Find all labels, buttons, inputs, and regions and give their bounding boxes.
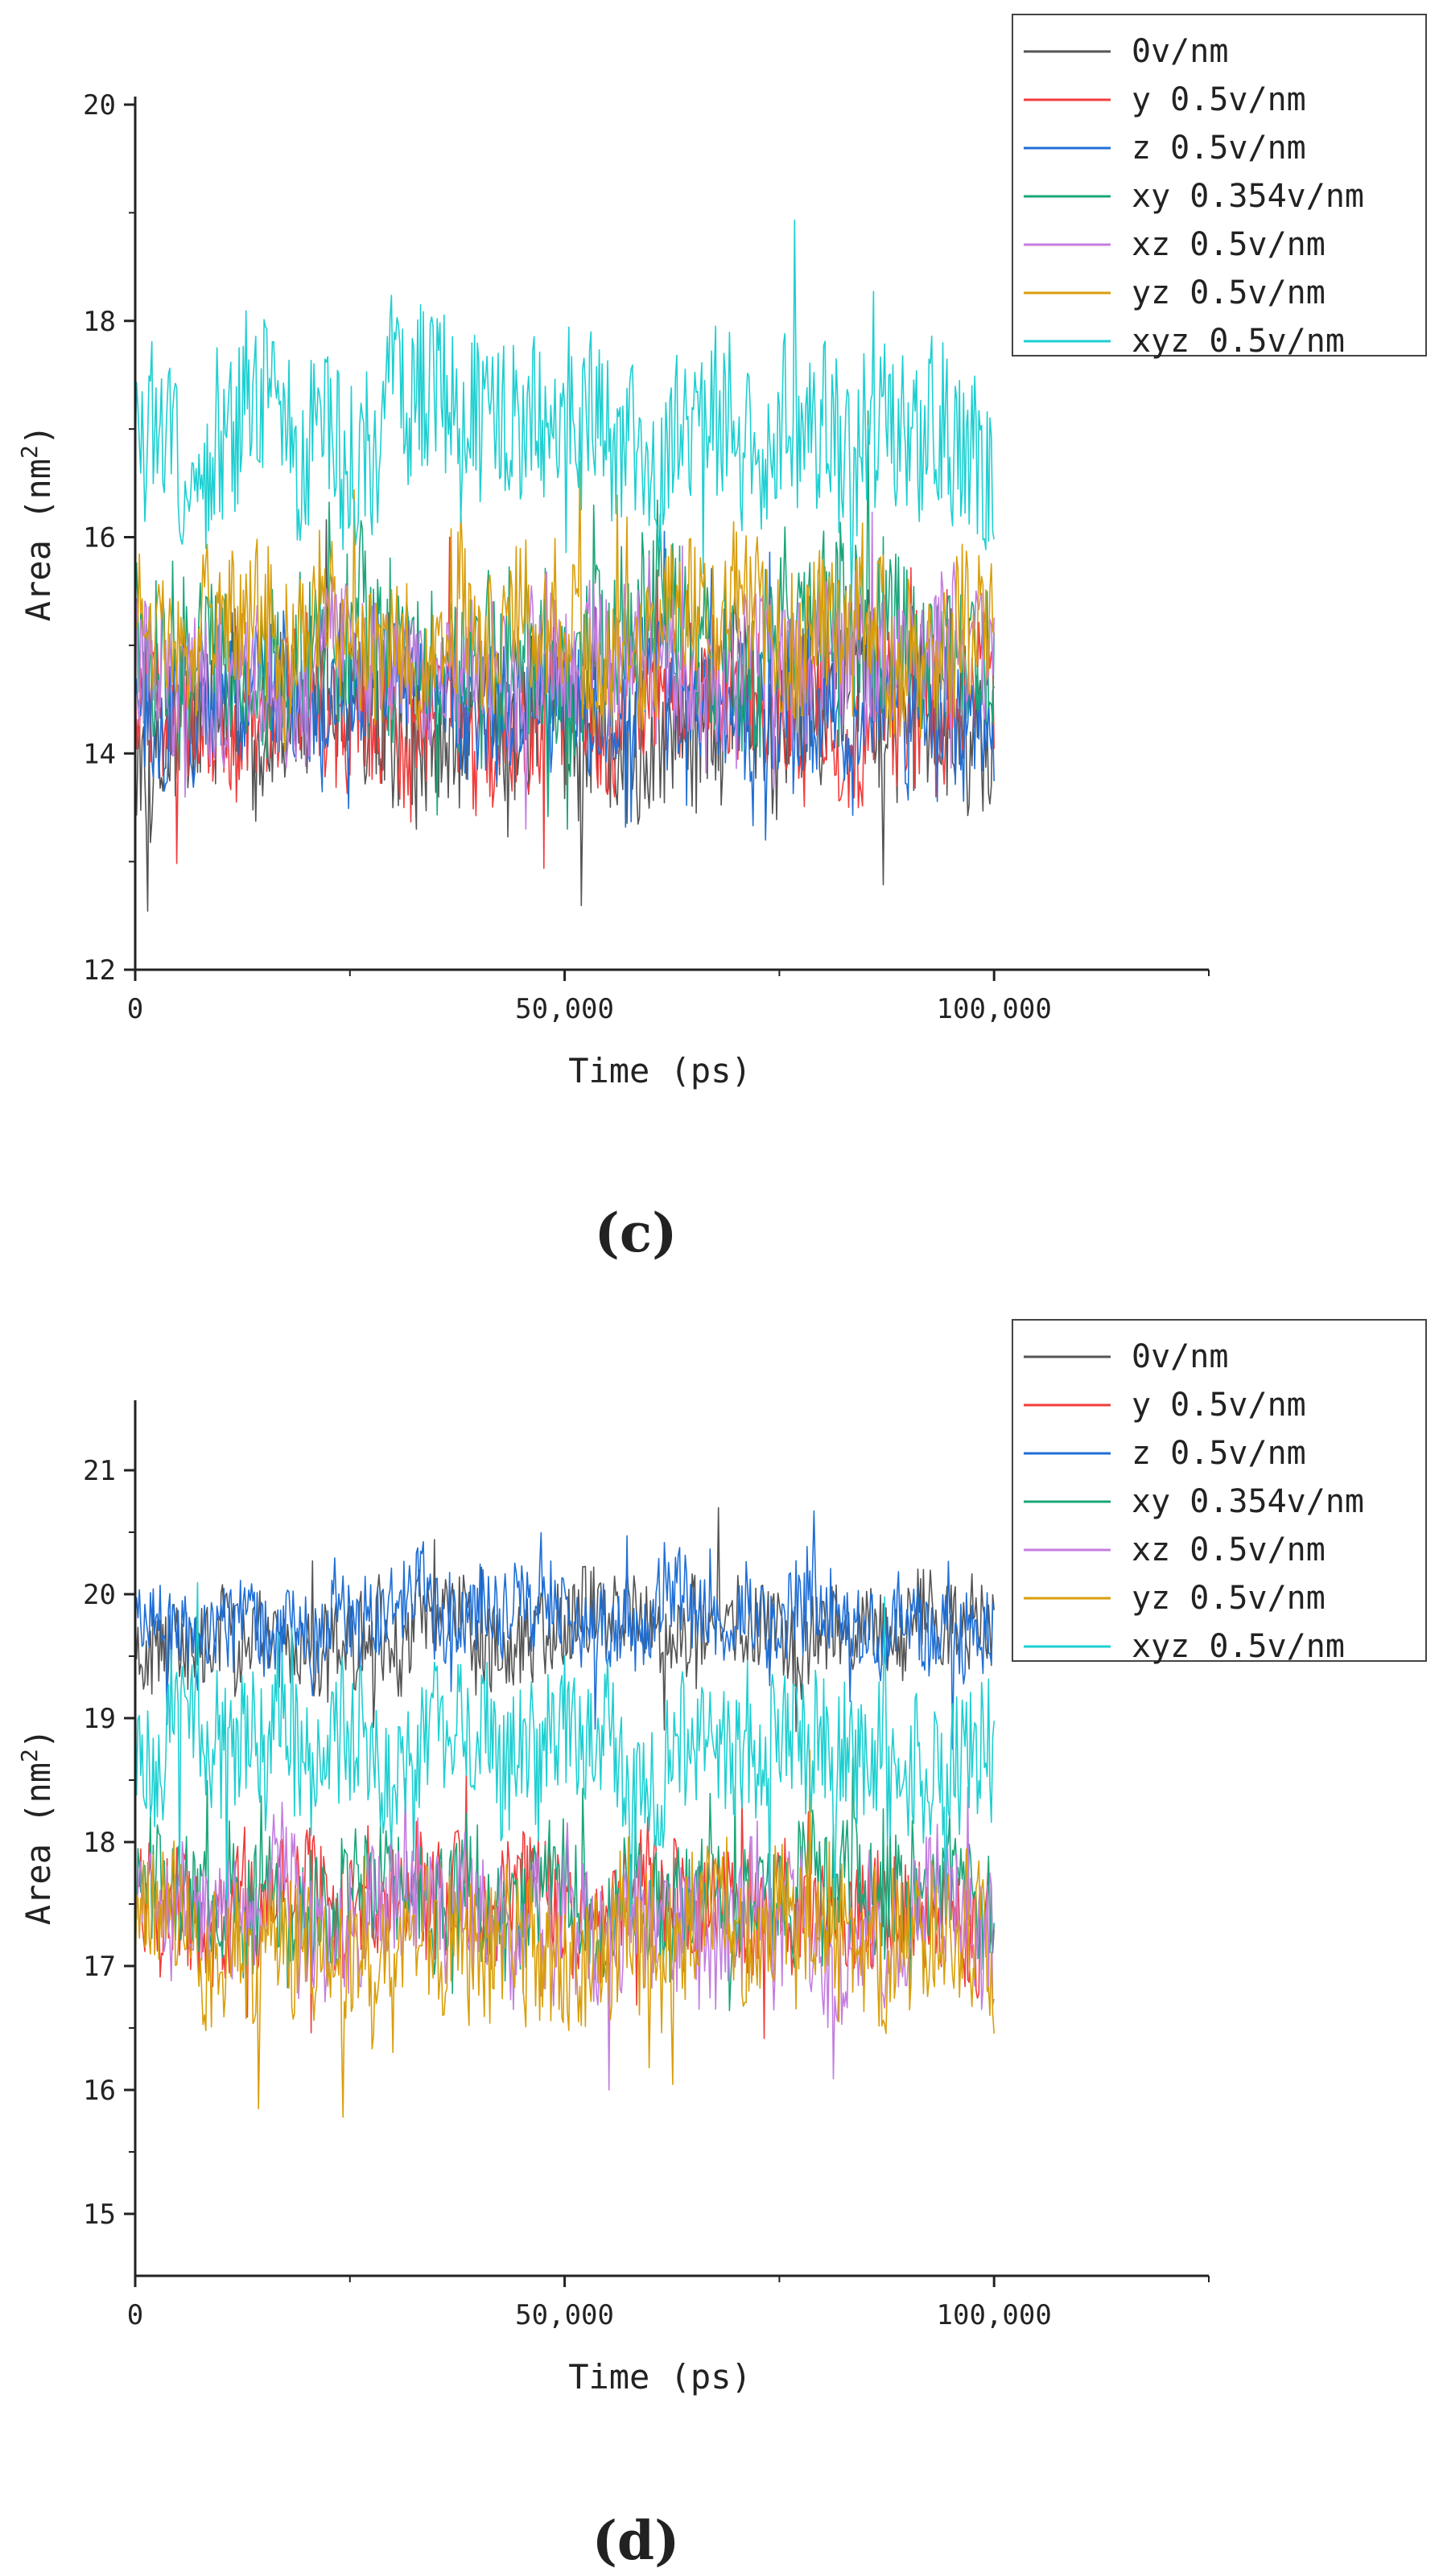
panel-c-plot-area bbox=[134, 219, 995, 912]
panel-d-y-tick-label: 15 bbox=[83, 2199, 116, 2231]
panel-d-legend-label: y 0.5v/nm bbox=[1132, 1387, 1306, 1424]
panel-c-series-xyz-0-5v-nm bbox=[134, 219, 995, 603]
panel-c-legend-box bbox=[1012, 14, 1427, 357]
panel-c-legend-label: y 0.5v/nm bbox=[1132, 81, 1306, 118]
panel-c-legend: 0v/nm y 0.5v/nm z 0.5v/nm xy 0.354v/nm xz 0.… bbox=[1012, 14, 1427, 360]
panel-d-label: (d) bbox=[592, 2509, 680, 2572]
panel-d-x-tick-label: 50,000 bbox=[515, 2299, 614, 2331]
panel-d-legend-label: xz 0.5v/nm bbox=[1132, 1531, 1325, 1568]
panel-d-y-tick-label: 21 bbox=[83, 1455, 116, 1487]
panel-d-legend-box bbox=[1012, 1319, 1427, 1662]
panel-c-legend-label: xy 0.354v/nm bbox=[1132, 178, 1364, 215]
panel-c-y-tick-label: 14 bbox=[83, 738, 116, 770]
panel-c-x-tick-label: 50,000 bbox=[515, 993, 614, 1025]
panel-c-label: (c) bbox=[595, 1201, 678, 1264]
panel-c-y-tick-label: 12 bbox=[83, 954, 116, 987]
panel-d-chart: 15 16 17 18 19 20 21 0 50,000 100,000 Time (ps) A… bbox=[16, 1319, 1427, 2572]
panel-d-legend: 0v/nm y 0.5v/nm z 0.5v/nm xy 0.354v/nm xz 0.… bbox=[1012, 1319, 1427, 1665]
panel-c-legend-label: 0v/nm bbox=[1132, 33, 1228, 70]
panel-d-y-tick-label: 17 bbox=[83, 1951, 116, 1983]
panel-d-legend-label: xy 0.354v/nm bbox=[1132, 1483, 1364, 1520]
panel-d-plot-area bbox=[134, 1506, 995, 2118]
panel-d-legend-label: yz 0.5v/nm bbox=[1132, 1580, 1325, 1617]
panel-d-series-xyz-0-5v-nm bbox=[134, 1581, 995, 1918]
panel-c-y-tick-label: 18 bbox=[83, 306, 116, 338]
panel-c-y-tick-label: 16 bbox=[83, 522, 116, 554]
panel-d-legend-label: 0v/nm bbox=[1132, 1338, 1228, 1375]
panel-d-series-yz-0-5v-nm bbox=[134, 1750, 995, 2118]
panel-c-legend-label: xyz 0.5v/nm bbox=[1132, 323, 1345, 360]
panel-c-y-tick-label: 20 bbox=[83, 89, 116, 122]
panel-d-legend-label: z 0.5v/nm bbox=[1132, 1435, 1306, 1472]
panel-d-x-tick-label: 0 bbox=[127, 2299, 143, 2331]
panel-c-y-axis-title: Area (nm2) bbox=[16, 425, 58, 621]
panel-c-x-tick-label: 0 bbox=[127, 993, 143, 1025]
panel-d-x-tick-label: 100,000 bbox=[937, 2299, 1052, 2331]
panel-c-legend-label: yz 0.5v/nm bbox=[1132, 274, 1325, 311]
panel-d-legend-label: xyz 0.5v/nm bbox=[1132, 1628, 1345, 1665]
panel-c-x-tick-label: 100,000 bbox=[937, 993, 1052, 1025]
panel-c-x-axis-title: Time (ps) bbox=[568, 1051, 752, 1090]
panel-d-y-tick-label: 16 bbox=[83, 2075, 116, 2107]
panel-d-y-tick-label: 18 bbox=[83, 1827, 116, 1859]
panel-d-axes: 15 16 17 18 19 20 21 0 50,000 100,000 bbox=[83, 1400, 1210, 2331]
panel-c-series-yz-0-5v-nm bbox=[134, 460, 995, 752]
panel-c-axes: 12 14 16 18 20 0 50,000 100,000 bbox=[83, 89, 1210, 1025]
panel-c-legend-label: xz 0.5v/nm bbox=[1132, 226, 1325, 263]
panel-d-y-tick-label: 20 bbox=[83, 1579, 116, 1611]
panel-c-legend-label: z 0.5v/nm bbox=[1132, 130, 1306, 167]
panel-d-y-axis-title: Area (nm2) bbox=[16, 1729, 58, 1925]
panel-d-y-tick-label: 19 bbox=[83, 1703, 116, 1735]
panel-c-series-xz-0-5v-nm bbox=[134, 511, 995, 831]
panel-d-x-axis-title: Time (ps) bbox=[568, 2357, 752, 2397]
panel-c-chart: 12 14 16 18 20 0 50,000 100,000 Time (ps) Area … bbox=[16, 14, 1427, 1264]
